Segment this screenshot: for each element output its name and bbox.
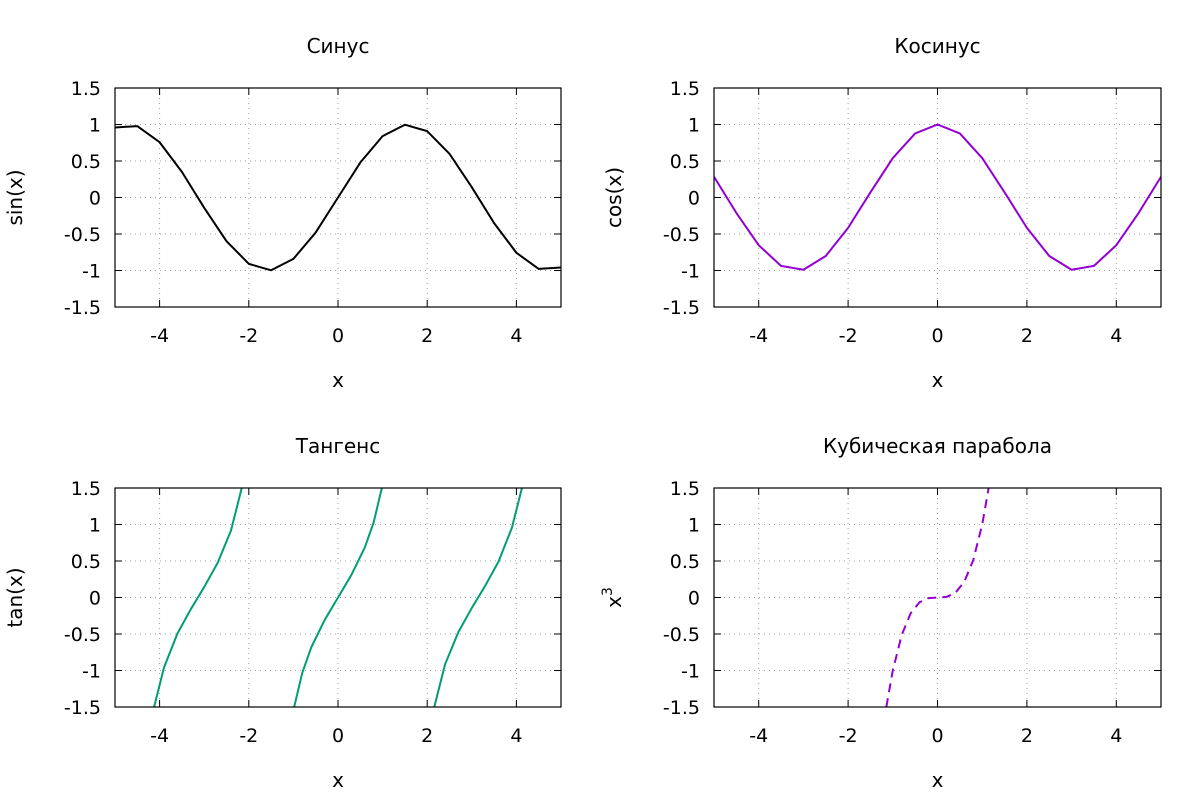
cosine-ylabel: cos(x) [602, 167, 626, 228]
cubic-xtick-label: -4 [749, 725, 768, 747]
sine-ylabel: sin(x) [3, 169, 27, 225]
cubic-plot-frame [713, 487, 1162, 708]
cosine-ytick-label: 1.5 [670, 78, 700, 100]
tangent-xlabel: x [332, 768, 344, 792]
cosine-plot-frame [713, 87, 1162, 308]
cubic-ylabel: x3 [600, 587, 626, 608]
tangent-xtick-label: -2 [239, 725, 258, 747]
sine-plot-frame [114, 87, 562, 308]
tangent-xtick-label: 2 [421, 725, 433, 747]
cubic-ytick-label: 0 [688, 588, 700, 610]
cubic-ytick-label: 1.5 [670, 478, 700, 500]
cosine-xtick-label: -4 [749, 325, 768, 347]
tangent-series-line [433, 488, 523, 707]
sine-ytick-label: -1 [82, 261, 101, 283]
tangent-series-line [293, 488, 383, 707]
tangent-ytick-label: 1.5 [71, 478, 101, 500]
cosine-xtick-label: 4 [1110, 325, 1122, 347]
sine-ytick-label: -0.5 [64, 224, 101, 246]
tangent-ytick-label: 0 [89, 588, 101, 610]
cosine-xtick-label: 0 [931, 325, 943, 347]
tangent-xtick-label: 4 [510, 725, 522, 747]
cubic-xlabel: x [932, 768, 944, 792]
cosine-xtick-label: -2 [839, 325, 858, 347]
tangent-ylabel: tan(x) [3, 567, 27, 627]
tangent-ytick-label: -0.5 [64, 624, 101, 646]
sine-title: Синус [307, 34, 370, 58]
tangent-plot-frame [114, 487, 562, 708]
cosine-ytick-label: 0.5 [670, 151, 700, 173]
tangent-ytick-label: -1 [82, 661, 101, 683]
sine-ytick-label: 0 [89, 188, 101, 210]
cosine-xtick-label: 2 [1021, 325, 1033, 347]
cubic-series-line [885, 488, 990, 707]
cubic-xtick-label: 0 [931, 725, 943, 747]
sine-ytick-label: 1.5 [71, 78, 101, 100]
cosine-series-line [714, 123, 1161, 271]
cubic-xtick-label: -2 [839, 725, 858, 747]
cubic-title: Кубическая парабола [823, 434, 1052, 458]
cubic-ytick-label: -1 [681, 661, 700, 683]
cosine-chart: -4 -2 0 2 4 -1.5 -1 -0.5 0 0.5 1 1.5 Косинус x cos(x) [602, 34, 1162, 392]
sine-xtick-label: -4 [150, 325, 169, 347]
sine-xtick-label: 2 [421, 325, 433, 347]
sine-ytick-label: -1.5 [64, 297, 101, 319]
cubic-chart: -4 -2 0 2 4 -1.5 -1 -0.5 0 0.5 1 1.5 Кубическая пара… [600, 434, 1162, 792]
sine-series-line [115, 123, 561, 272]
cosine-ytick-label: -1 [681, 261, 700, 283]
cosine-title: Косинус [894, 34, 980, 58]
tangent-chart: -4 -2 0 2 4 -1.5 -1 -0.5 0 0.5 1 1.5 Тангенс x tan(x) [3, 434, 562, 792]
cosine-xlabel: x [932, 368, 944, 392]
sine-ytick-label: 1 [89, 115, 101, 137]
cosine-ytick-label: -0.5 [663, 224, 700, 246]
tangent-title: Тангенс [295, 434, 380, 458]
sine-chart: -4 -2 0 2 4 -1.5 -1 -0.5 0 0.5 1 1.5 Синус x sin(x) [3, 34, 562, 392]
cubic-ytick-label: -0.5 [663, 624, 700, 646]
sine-xtick-label: -2 [239, 325, 258, 347]
tangent-ytick-label: -1.5 [64, 697, 101, 719]
cubic-ylabel-superscript: 3 [600, 587, 616, 596]
sine-xtick-label: 4 [510, 325, 522, 347]
cosine-ytick-label: -1.5 [663, 297, 700, 319]
cosine-ytick-label: 0 [688, 188, 700, 210]
tangent-ytick-label: 0.5 [71, 551, 101, 573]
sine-xtick-label: 0 [332, 325, 344, 347]
cubic-ytick-label: -1.5 [663, 697, 700, 719]
tangent-xtick-label: 0 [332, 725, 344, 747]
tangent-xtick-label: -4 [150, 725, 169, 747]
sine-xlabel: x [332, 368, 344, 392]
tangent-ytick-label: 1 [89, 515, 101, 537]
cubic-ytick-label: 0.5 [670, 551, 700, 573]
sine-ytick-label: 0.5 [71, 151, 101, 173]
cubic-xtick-label: 2 [1021, 725, 1033, 747]
cosine-ytick-label: 1 [688, 115, 700, 137]
cubic-ytick-label: 1 [688, 515, 700, 537]
cubic-xtick-label: 4 [1110, 725, 1122, 747]
tangent-series-line [153, 488, 243, 707]
